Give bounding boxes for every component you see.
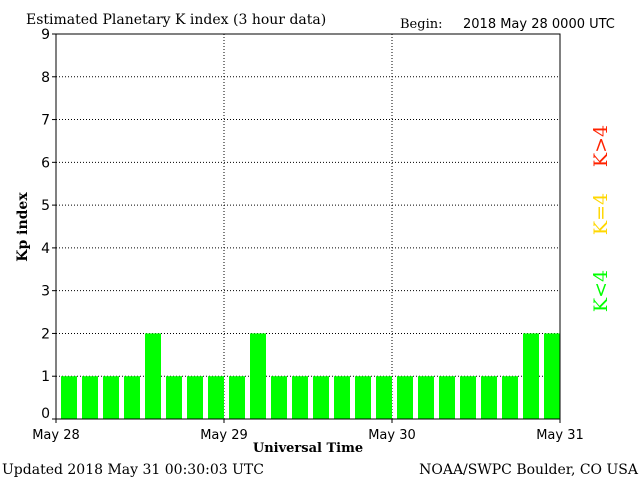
x-tick-label: May 30	[368, 428, 416, 443]
bar	[61, 376, 77, 419]
bar	[229, 376, 245, 419]
bar	[145, 333, 161, 419]
plot-frame	[55, 33, 561, 420]
bar	[376, 376, 392, 419]
bar	[250, 333, 266, 419]
y-tick-label: 7	[41, 113, 50, 129]
bar	[439, 376, 455, 419]
y-tick-label: 9	[41, 27, 50, 43]
y-axis-label: Kp index	[15, 192, 31, 262]
bar	[355, 376, 371, 419]
bar	[460, 376, 476, 419]
bar	[334, 376, 350, 419]
x-axis-label: Universal Time	[253, 441, 363, 456]
legend-k-equal-4: K=4	[590, 193, 612, 235]
chart-title: Estimated Planetary K index (3 hour data…	[26, 12, 326, 28]
y-tick-label: 1	[41, 369, 50, 385]
x-tick-label: May 29	[200, 428, 248, 443]
bar	[292, 376, 308, 419]
legend-k-below-4: K<4	[590, 270, 612, 312]
y-tick-label: 3	[41, 284, 50, 300]
legend-k-above-4: K>4	[590, 125, 612, 167]
y-tick-label: 8	[41, 70, 50, 86]
bar	[544, 333, 560, 419]
bar	[502, 376, 518, 419]
begin-label: Begin:	[400, 17, 442, 32]
bar	[208, 376, 224, 419]
bar	[418, 376, 434, 419]
y-tick-label: 4	[41, 241, 50, 257]
y-tick-label: 6	[41, 155, 50, 171]
bar-series	[61, 333, 560, 419]
x-tick-label: May 28	[32, 428, 80, 443]
footer-updated: Updated 2018 May 31 00:30:03 UTC	[2, 462, 264, 478]
x-axis-ticks: May 28 May 29 May 30 May 31	[32, 419, 584, 443]
bar	[103, 376, 119, 419]
x-tick-label: May 31	[536, 428, 584, 443]
y-tick-label: 0	[41, 406, 50, 422]
y-axis-ticks: 0 1 2 3 4 5 6 7 8 9	[41, 27, 56, 422]
begin-value: 2018 May 28 0000 UTC	[463, 17, 615, 32]
bar	[481, 376, 497, 419]
y-tick-label: 5	[41, 198, 50, 214]
bar	[313, 376, 329, 419]
grid-lines	[56, 33, 560, 419]
bar	[397, 376, 413, 419]
bar	[82, 376, 98, 419]
bar	[187, 376, 203, 419]
bar	[124, 376, 140, 419]
bar	[166, 376, 182, 419]
footer-source: NOAA/SWPC Boulder, CO USA	[419, 462, 639, 478]
y-tick-label: 2	[41, 326, 50, 342]
bar	[523, 333, 539, 419]
bar	[271, 376, 287, 419]
